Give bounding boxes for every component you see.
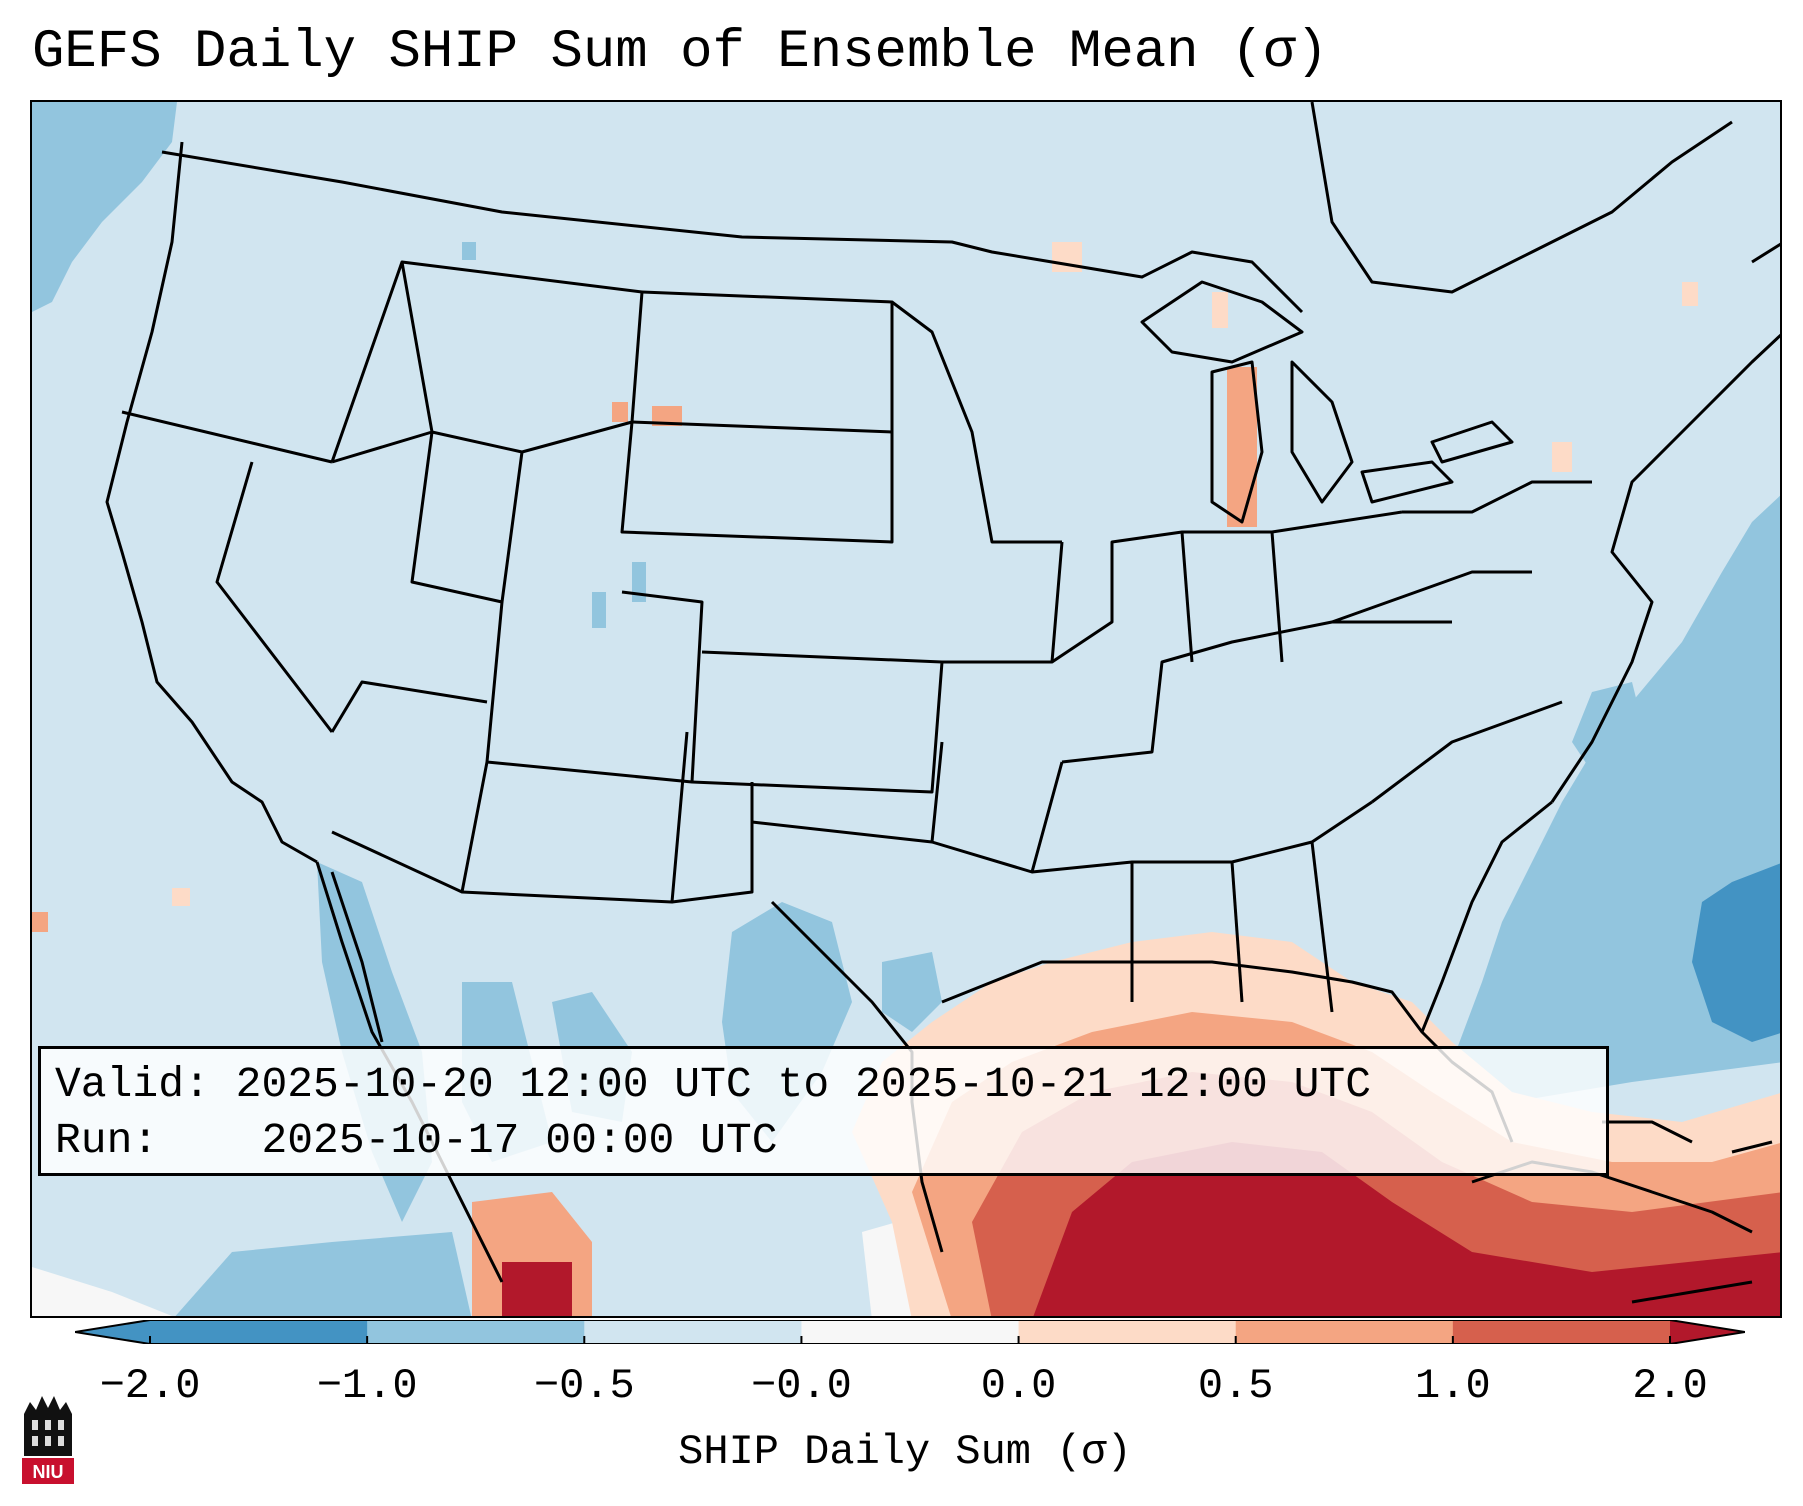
- info-box: Valid: 2025-10-20 12:00 UTC to 2025-10-2…: [38, 1046, 1609, 1176]
- colorbar-tick-label: 0.0: [980, 1362, 1057, 1410]
- colorbar-extend-high: [1670, 1320, 1745, 1344]
- run-value: 2025-10-17 00:00 UTC: [261, 1116, 778, 1165]
- valid-label: Valid:: [55, 1060, 210, 1109]
- colorbar-segment: [1235, 1320, 1454, 1344]
- colorbar-tick-label: −0.0: [751, 1362, 852, 1410]
- colorbar-segment: [150, 1320, 368, 1344]
- colorbar-segment: [1452, 1320, 1671, 1344]
- chart-title: GEFS Daily SHIP Sum of Ensemble Mean (σ): [32, 22, 1329, 83]
- colorbar-tick-label: 2.0: [1632, 1362, 1708, 1410]
- niu-logo: NIU: [22, 1396, 74, 1484]
- svg-text:NIU: NIU: [33, 1462, 64, 1482]
- colorbar-segment: [584, 1320, 802, 1344]
- colorbar-tick-label: 0.5: [1197, 1362, 1274, 1410]
- colorbar-tick-label: −1.0: [316, 1362, 418, 1410]
- colorbar-tick-label: 1.0: [1415, 1362, 1491, 1410]
- colorbar: [75, 1320, 1745, 1344]
- colorbar-segment: [1018, 1320, 1237, 1344]
- colorbar-extend-low: [75, 1320, 150, 1344]
- boundary-lines: [105, 102, 1780, 1304]
- valid-value: 2025-10-20 12:00 UTC to 2025-10-21 12:00…: [235, 1060, 1372, 1109]
- colorbar-segment: [367, 1320, 585, 1344]
- run-label: Run:: [55, 1116, 159, 1165]
- colorbar-tick-label: −2.0: [99, 1362, 201, 1410]
- colorbar-segment: [801, 1320, 1020, 1344]
- colorbar-label: SHIP Daily Sum (σ): [678, 1428, 1132, 1476]
- colorbar-tick-label: −0.5: [533, 1362, 635, 1410]
- strong-negative-shading: [1692, 863, 1780, 1042]
